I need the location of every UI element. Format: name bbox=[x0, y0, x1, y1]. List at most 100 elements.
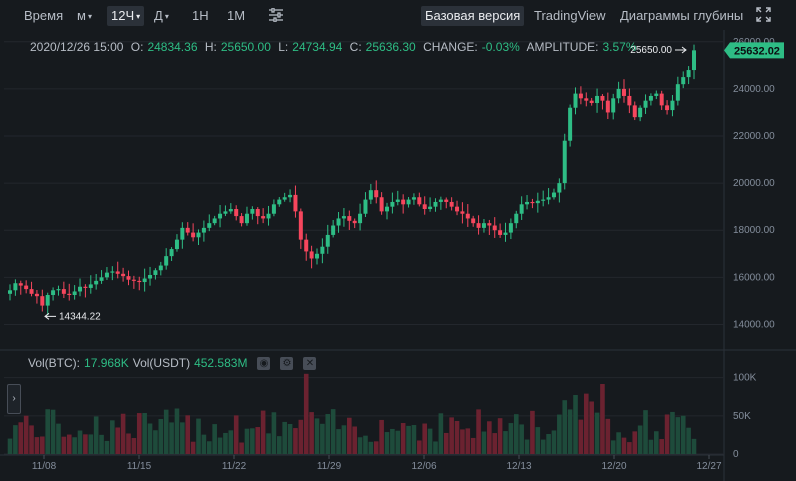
minute-dropdown[interactable]: м ▾ bbox=[73, 6, 96, 26]
candle-body bbox=[131, 279, 136, 281]
chart-toolbar: Время м ▾ 12Ч ▾ Д ▾ 1Н 1М Базовая версия Tr… bbox=[0, 0, 796, 32]
change-value: -0.03% bbox=[481, 40, 520, 54]
volume-bar bbox=[293, 428, 298, 454]
candle-body bbox=[29, 289, 34, 294]
candle-body bbox=[201, 227, 206, 233]
candle-body bbox=[61, 289, 66, 294]
time-label[interactable]: Время bbox=[24, 8, 64, 23]
volume-bar bbox=[7, 438, 13, 454]
candle-body bbox=[282, 197, 287, 200]
volume-bar bbox=[287, 423, 293, 454]
amplitude-label: AMPLITUDE: bbox=[526, 40, 599, 54]
volume-bar bbox=[621, 437, 627, 454]
volume-bar bbox=[390, 428, 395, 454]
volume-bar bbox=[115, 427, 121, 454]
volume-bar bbox=[206, 441, 212, 454]
candle-body bbox=[56, 289, 61, 291]
candle-body bbox=[449, 201, 454, 207]
chevron-down-icon: ▾ bbox=[136, 11, 141, 21]
last-price-value: 25632.02 bbox=[734, 45, 780, 57]
week-button[interactable]: 1Н bbox=[192, 8, 209, 23]
candle-body bbox=[277, 199, 282, 205]
sliders-icon[interactable] bbox=[264, 7, 288, 28]
candle-body bbox=[255, 209, 260, 217]
volume-bar bbox=[589, 401, 594, 454]
gear-icon[interactable]: ⚙ bbox=[280, 356, 294, 370]
volume-bar bbox=[594, 412, 600, 454]
candle-body bbox=[153, 270, 158, 275]
candle-body bbox=[110, 271, 115, 273]
month-button[interactable]: 1М bbox=[227, 8, 246, 23]
price-tick-label: 18000.00 bbox=[733, 225, 775, 236]
candle-body bbox=[444, 199, 449, 202]
basic-view-tab[interactable]: Базовая версия bbox=[421, 6, 525, 26]
tradingview-tab[interactable]: TradingView bbox=[534, 8, 606, 23]
close-icon[interactable]: ✕ bbox=[303, 356, 317, 370]
candle-body bbox=[126, 276, 131, 280]
interval-12h-button[interactable]: 12Ч ▾ bbox=[107, 6, 145, 26]
chevron-down-icon: ▾ bbox=[87, 11, 92, 21]
candle-body bbox=[223, 211, 228, 214]
volume-bar bbox=[266, 433, 271, 454]
candle-body bbox=[164, 256, 169, 266]
candle-body bbox=[675, 84, 680, 101]
volume-bar bbox=[56, 423, 61, 454]
candle-body bbox=[352, 220, 357, 224]
candle-body bbox=[525, 201, 530, 205]
volume-bar bbox=[352, 426, 357, 454]
volume-bar bbox=[508, 423, 514, 454]
candle-body bbox=[304, 239, 309, 252]
candle-body bbox=[589, 100, 594, 104]
depth-charts-tab[interactable]: Диаграммы глубины bbox=[620, 8, 744, 23]
volume-bar bbox=[88, 434, 94, 454]
candle-body bbox=[584, 98, 589, 101]
fullscreen-icon[interactable] bbox=[752, 7, 775, 27]
candle-body bbox=[325, 234, 330, 247]
price-tick-label: 24000.00 bbox=[733, 84, 775, 95]
volume-bar bbox=[185, 415, 191, 454]
volume-bar bbox=[45, 409, 51, 454]
candle-body bbox=[271, 204, 276, 214]
candle-body bbox=[460, 211, 465, 214]
volume-bar bbox=[686, 427, 691, 454]
volume-bar bbox=[610, 440, 616, 454]
candle-body bbox=[158, 265, 163, 271]
candle-body bbox=[686, 70, 691, 78]
minute-dropdown-label: м bbox=[77, 8, 86, 23]
candle-body bbox=[347, 216, 352, 221]
candle-body bbox=[654, 93, 659, 96]
volume-bar bbox=[400, 423, 406, 454]
volume-bar bbox=[519, 424, 524, 454]
volume-bar bbox=[233, 415, 239, 454]
candle-body bbox=[438, 199, 443, 202]
volume-bar bbox=[50, 409, 56, 454]
chevron-right-icon[interactable]: › bbox=[7, 384, 21, 414]
volume-bar bbox=[653, 431, 659, 454]
volume-bar bbox=[411, 425, 417, 454]
high-value: 25650.00 bbox=[220, 40, 271, 54]
candle-body bbox=[390, 201, 395, 207]
volume-bar bbox=[357, 437, 363, 454]
candle-body bbox=[320, 246, 325, 254]
volume-bar bbox=[99, 434, 104, 454]
price-tick-label: 26000.00 bbox=[733, 37, 775, 48]
candle-body bbox=[611, 98, 616, 113]
close-label: C: bbox=[349, 40, 362, 54]
volume-bar bbox=[627, 442, 632, 454]
volume-bar bbox=[616, 432, 621, 454]
ohlc-info: 2020/12/26 15:00 O: 24834.36 H: 25650.00 L… bbox=[30, 40, 641, 54]
volume-bar bbox=[217, 437, 223, 454]
time-tick-label: 11/15 bbox=[127, 461, 152, 472]
volume-bar bbox=[675, 417, 681, 454]
candle-body bbox=[573, 93, 578, 108]
volume-bar bbox=[120, 413, 126, 454]
candle-body bbox=[401, 199, 406, 205]
eye-icon[interactable]: ◉ bbox=[257, 356, 271, 370]
candle-body bbox=[379, 197, 384, 212]
day-dropdown[interactable]: Д ▾ bbox=[150, 6, 173, 26]
volume-bar bbox=[546, 434, 551, 454]
price-tick-label: 20000.00 bbox=[733, 178, 775, 189]
volume-bar bbox=[443, 432, 449, 454]
volume-bar bbox=[557, 414, 562, 454]
